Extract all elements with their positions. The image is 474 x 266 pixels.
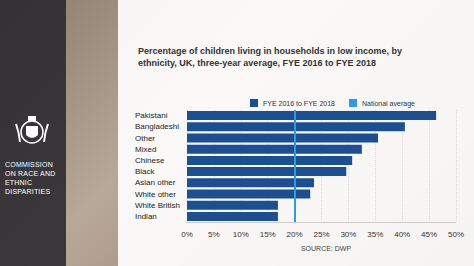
html-text:COMMISSION ON RACE AND ETHNIC: COMMISSION ON RACE AND ETHNIC DISPARITIE…: [5, 161, 56, 195]
svg-text:Other: Other: [135, 134, 155, 143]
svg-text:Indian: Indian: [135, 212, 157, 221]
svg-text:ethnicity, UK, three-year aver: ethnicity, UK, three-year average, FYE 2…: [138, 58, 376, 68]
svg-text:35%: 35%: [367, 230, 383, 239]
svg-text:5%: 5%: [208, 230, 220, 239]
svg-text:40%: 40%: [394, 230, 410, 239]
svg-text:20%: 20%: [287, 230, 303, 239]
svg-text:Bangladeshi: Bangladeshi: [135, 122, 179, 131]
svg-text:White British: White British: [135, 201, 180, 210]
svg-text:25%: 25%: [313, 230, 329, 239]
svg-text:15%: 15%: [260, 230, 276, 239]
svg-text:Pakistani: Pakistani: [135, 111, 168, 120]
svg-text:45%: 45%: [421, 230, 437, 239]
svg-text:Black: Black: [135, 167, 156, 176]
svg-text:Chinese: Chinese: [135, 156, 165, 165]
svg-text:SOURCE: DWP: SOURCE: DWP: [301, 245, 352, 252]
svg-text:Asian other: Asian other: [135, 178, 176, 187]
svg-text:Percentage of children living: Percentage of children living in househo…: [138, 46, 405, 56]
svg-text:10%: 10%: [233, 230, 249, 239]
svg-text:50%: 50%: [448, 230, 464, 239]
svg-text:White other: White other: [135, 190, 176, 199]
svg-text:30%: 30%: [340, 230, 356, 239]
svg-text:National average: National average: [362, 100, 415, 108]
svg-text:FYE 2016 to FYE 2018: FYE 2016 to FYE 2018: [263, 100, 335, 107]
svg-text:Mixed: Mixed: [135, 145, 156, 154]
svg-text:0%: 0%: [181, 230, 193, 239]
